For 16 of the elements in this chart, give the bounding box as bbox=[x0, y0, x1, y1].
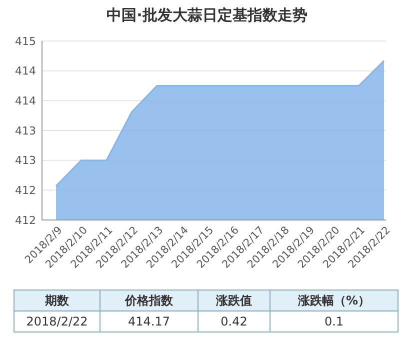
text: 价格指数 bbox=[124, 294, 174, 308]
chart-title: 中国·批发大蒜日定基指数走势 bbox=[106, 6, 308, 24]
text: 0.1 bbox=[324, 314, 344, 329]
text: 涨跌值 bbox=[215, 294, 252, 308]
y-tick-label: 413 bbox=[15, 124, 36, 138]
text: 期数 bbox=[44, 294, 70, 308]
y-tick-label: 413 bbox=[15, 154, 36, 168]
y-tick-label: 412 bbox=[15, 184, 36, 198]
y-tick-label: 415 bbox=[15, 34, 36, 48]
text: 涨跌幅（%） bbox=[296, 294, 370, 308]
text: 2018/2/22 bbox=[26, 314, 88, 329]
y-tick-label: 414 bbox=[15, 64, 36, 78]
text: 414.17 bbox=[128, 314, 170, 329]
y-tick-label: 414 bbox=[15, 94, 36, 108]
text: 0.42 bbox=[220, 314, 248, 329]
y-tick-label: 412 bbox=[15, 214, 36, 227]
